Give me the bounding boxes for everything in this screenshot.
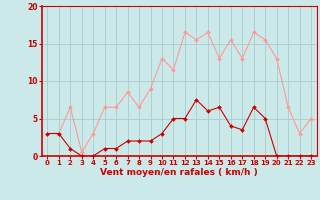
X-axis label: Vent moyen/en rafales ( km/h ): Vent moyen/en rafales ( km/h ): [100, 168, 258, 177]
